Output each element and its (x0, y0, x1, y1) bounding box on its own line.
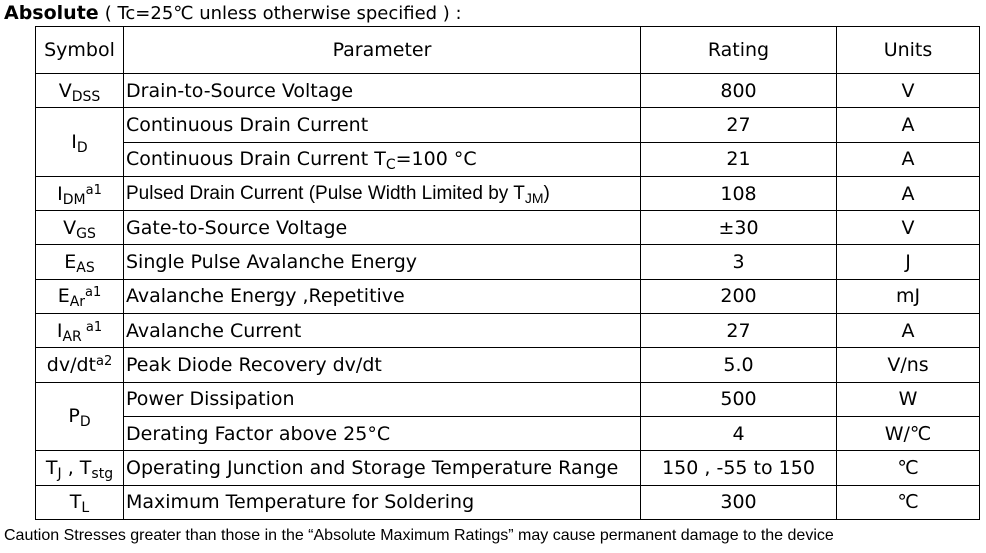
rating-cell: ±30 (640, 210, 837, 246)
units-cell: ℃ (836, 484, 980, 520)
table-row: TJ , Tstg Operating Junction and Storage… (35, 450, 980, 486)
rating-cell: 500 (640, 381, 837, 417)
symbol-cell: ID (35, 107, 124, 177)
table-row: EAra1 Avalanche Energy ,Repetitive 200 m… (35, 278, 980, 315)
symbol-cell: IAR a1 (35, 313, 124, 349)
rating-cell: 108 (640, 175, 837, 212)
header-parameter: Parameter (123, 26, 641, 74)
section-title: Absolute ( Tc=25℃ unless otherwise speci… (4, 0, 462, 26)
parameter-cell: Gate-to-Source Voltage (123, 210, 641, 246)
symbol-cell: PD (35, 381, 124, 452)
units-cell: W (836, 381, 980, 417)
header-rating: Rating (640, 26, 837, 74)
title-condition: ( Tc=25℃ unless otherwise specified ) : (104, 3, 462, 24)
parameter-cell: Derating Factor above 25°C (123, 415, 641, 452)
caution-note: Caution Stresses greater than those in t… (4, 527, 834, 544)
symbol-cell: EAra1 (35, 278, 124, 315)
units-cell: A (836, 313, 980, 349)
table-row: Continuous Drain Current TC=100 °C 21 A (36, 141, 980, 177)
units-cell: V/ns (836, 347, 980, 383)
parameter-cell: Operating Junction and Storage Temperatu… (123, 450, 641, 486)
units-cell: A (836, 175, 980, 212)
header-units: Units (836, 26, 980, 74)
parameter-cell: Continuous Drain Current TC=100 °C (123, 141, 641, 177)
symbol-cell: EAS (35, 244, 124, 280)
table-row: Derating Factor above 25°C 4 W/℃ (36, 415, 980, 452)
units-cell: V (836, 72, 980, 109)
table-header-row: Symbol Parameter Rating Units (35, 26, 980, 74)
rating-cell: 21 (640, 141, 837, 177)
symbol-cell: VDSS (35, 72, 124, 109)
symbol-cell: TJ , Tstg (35, 450, 124, 486)
table-row: TL Maximum Temperature for Soldering 300… (35, 484, 980, 520)
parameter-cell: Peak Diode Recovery dv/dt (123, 347, 641, 383)
symbol-cell: IDMa1 (35, 175, 124, 212)
table-row: ID Continuous Drain Current 27 A (35, 107, 980, 177)
parameter-cell: Continuous Drain Current (123, 107, 641, 143)
rating-cell: 5.0 (640, 347, 837, 383)
header-symbol: Symbol (35, 26, 124, 74)
rating-cell: 4 (640, 415, 837, 452)
absolute-ratings-table: Symbol Parameter Rating Units VDSS Drain… (35, 26, 980, 520)
units-cell: A (836, 107, 980, 143)
parameter-cell: Drain-to-Source Voltage (123, 72, 641, 109)
rating-cell: 150 , -55 to 150 (640, 450, 837, 486)
table-row: VGS Gate-to-Source Voltage ±30 V (35, 210, 980, 246)
symbol-cell: dv/dta2 (35, 347, 124, 383)
table-row: PD Power Dissipation 500 W (35, 381, 980, 452)
units-cell: ℃ (836, 450, 980, 486)
units-cell: mJ (836, 278, 980, 315)
rating-cell: 27 (640, 313, 837, 349)
parameter-cell: Power Dissipation (123, 381, 641, 417)
symbol-cell: VGS (35, 210, 124, 246)
parameter-cell: Single Pulse Avalanche Energy (123, 244, 641, 280)
table-row: VDSS Drain-to-Source Voltage 800 V (35, 72, 980, 109)
rating-cell: 300 (640, 484, 837, 520)
title-bold: Absolute (4, 2, 99, 24)
table-row: EAS Single Pulse Avalanche Energy 3 J (35, 244, 980, 280)
parameter-cell: Pulsed Drain Current (Pulse Width Limite… (123, 175, 641, 212)
parameter-cell: Avalanche Energy ,Repetitive (123, 278, 641, 315)
rating-cell: 27 (640, 107, 837, 143)
table-row: dv/dta2 Peak Diode Recovery dv/dt 5.0 V/… (35, 347, 980, 383)
parameter-cell: Maximum Temperature for Soldering (123, 484, 641, 520)
parameter-cell: Avalanche Current (123, 313, 641, 349)
table-row: IAR a1 Avalanche Current 27 A (35, 313, 980, 349)
units-cell: W/℃ (836, 415, 980, 452)
rating-cell: 800 (640, 72, 837, 109)
units-cell: A (836, 141, 980, 177)
units-cell: J (836, 244, 980, 280)
symbol-cell: TL (35, 484, 124, 520)
rating-cell: 3 (640, 244, 837, 280)
rating-cell: 200 (640, 278, 837, 315)
units-cell: V (836, 210, 980, 246)
table-row: IDMa1 Pulsed Drain Current (Pulse Width … (35, 175, 980, 212)
